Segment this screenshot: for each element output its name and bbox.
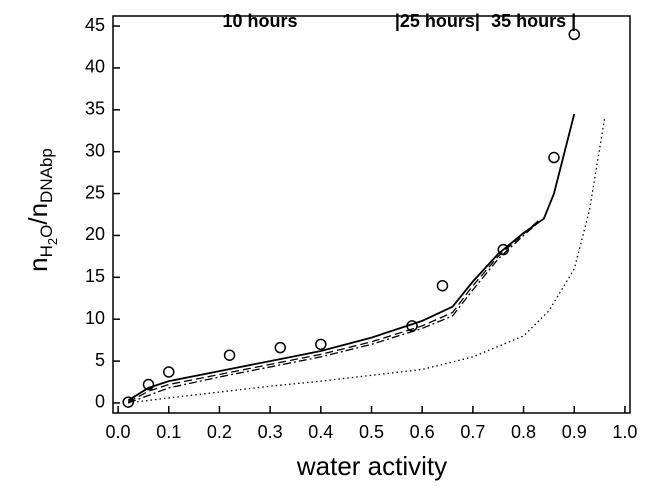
top-label: 35 hours |: [491, 11, 576, 31]
x-tick-label: 0.7: [460, 422, 485, 442]
line-dashdot: [127, 221, 540, 404]
y-tick-label: 30: [85, 140, 105, 160]
data-point: [548, 151, 560, 164]
y-tick-label: 25: [85, 182, 105, 202]
y-label-part: n: [23, 257, 53, 271]
y-tick-label: 0: [95, 392, 105, 412]
y-tick-label: 15: [85, 266, 105, 286]
y-label-part: /n: [23, 203, 53, 225]
x-tick-label: 0.3: [258, 422, 283, 442]
top-label: |25 hours|: [395, 11, 480, 31]
x-tick-label: 0.6: [410, 422, 435, 442]
line-dashed: [127, 219, 540, 403]
y-label-part: H: [37, 245, 56, 257]
x-tick-label: 1.0: [612, 422, 637, 442]
line-dotted: [128, 118, 606, 404]
y-label-part: O: [37, 225, 56, 238]
x-tick-label: 0.4: [308, 422, 333, 442]
y-tick-label: 35: [85, 99, 105, 119]
y-tick-label: 10: [85, 308, 105, 328]
x-tick-label: 0.1: [156, 422, 181, 442]
plot-frame: [112, 15, 631, 414]
x-axis-label: water activity: [296, 451, 447, 481]
y-label-part: DNAbp: [37, 148, 56, 203]
x-tick-label: 0.2: [207, 422, 232, 442]
data-point: [315, 338, 327, 351]
data-point: [163, 366, 175, 378]
y-tick-label: 40: [85, 57, 105, 77]
y-tick-label: 20: [85, 224, 105, 244]
data-point: [223, 349, 236, 361]
x-tick-label: 0.5: [359, 422, 384, 442]
x-tick-label: 0.9: [562, 422, 587, 442]
data-point: [274, 341, 287, 354]
y-axis-label: nH2O/nDNAbp: [23, 148, 61, 272]
data-point: [142, 378, 155, 391]
data-point: [436, 279, 449, 292]
y-tick-label: 5: [95, 350, 105, 370]
line-solid: [127, 113, 576, 402]
data-point: [568, 28, 580, 41]
x-tick-label: 0.0: [106, 422, 131, 442]
x-tick-label: 0.8: [511, 422, 536, 442]
y-label-part: 2: [45, 238, 60, 245]
y-tick-label: 45: [85, 15, 105, 35]
top-label: 10 hours: [222, 11, 297, 31]
